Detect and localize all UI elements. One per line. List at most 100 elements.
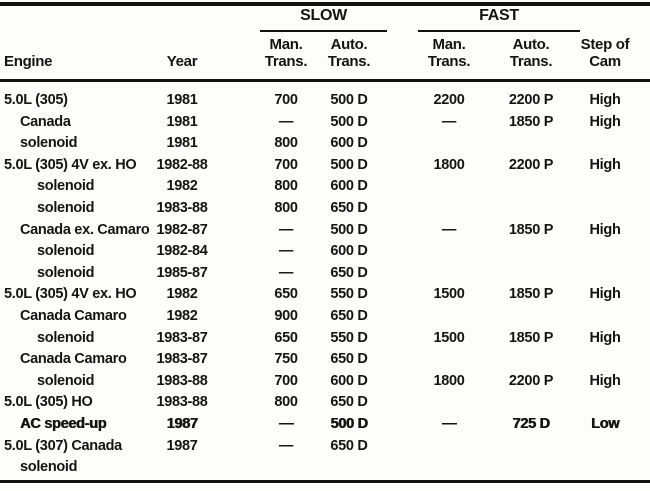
cell-fast-man: — bbox=[441, 415, 457, 432]
cell-fast-auto: 2200 P bbox=[508, 156, 554, 173]
cell-fast-auto: 2200 P bbox=[508, 92, 554, 108]
table-row: Canada ex. Camaro 1982-87 — 500 D — 1850 P Hig… bbox=[0, 220, 650, 242]
table-row: 5.0L (305) HO 1983-88 800 650 D bbox=[0, 392, 650, 414]
cell-year: 1987 bbox=[166, 415, 198, 432]
cell-slow-man: — bbox=[278, 243, 294, 260]
cell-slow-auto: 500 D bbox=[330, 221, 368, 238]
table-row: Canada 1981 — 500 D — 1850 P High bbox=[0, 112, 650, 134]
cell-engine: solenoid bbox=[37, 372, 95, 389]
table-row: AC speed-up 1987 — 500 D — 725 D Low bbox=[0, 414, 650, 436]
cell-cam: High bbox=[589, 329, 621, 346]
table-row: 5.0L (305) 4V ex. HO 1982 650 550 D 1500 1850… bbox=[0, 284, 650, 306]
cell-slow-auto: 500 D bbox=[330, 92, 368, 108]
header-line: Trans. bbox=[509, 53, 553, 70]
cell-engine: 5.0L (305) HO bbox=[4, 394, 93, 411]
table-row: solenoid 1983-87 650 550 D 1500 1850 P High bbox=[0, 328, 650, 350]
cell-year: 1983-88 bbox=[156, 372, 208, 389]
cell-engine: solenoid bbox=[37, 178, 95, 195]
header-line: Cam bbox=[589, 53, 621, 70]
cell-fast-auto: 725 D bbox=[512, 415, 550, 432]
cell-cam: High bbox=[589, 221, 621, 238]
cell-slow-man: 800 bbox=[274, 394, 298, 411]
cell-slow-man: 650 bbox=[274, 286, 298, 303]
cell-slow-man: 700 bbox=[274, 92, 298, 108]
cell-cam: High bbox=[589, 156, 621, 173]
cell-fast-man: 2200 bbox=[433, 92, 465, 108]
cell-year: 1983-87 bbox=[156, 329, 208, 346]
cell-engine: solenoid bbox=[37, 264, 95, 281]
fast-group-rule bbox=[418, 30, 580, 32]
cell-slow-man: 800 bbox=[274, 199, 298, 216]
cell-slow-auto: 650 D bbox=[330, 307, 368, 324]
cell-year: 1981 bbox=[166, 113, 198, 130]
cell-year: 1982 bbox=[166, 286, 198, 303]
cell-fast-auto: 1850 P bbox=[508, 329, 554, 346]
header-engine: Engine bbox=[4, 53, 53, 70]
cell-fast-auto: 1850 P bbox=[508, 221, 554, 238]
cell-slow-man: 650 bbox=[274, 329, 298, 346]
cell-cam: High bbox=[589, 286, 621, 303]
cell-engine: solenoid bbox=[37, 243, 95, 260]
header-step-of-cam: Step of Cam bbox=[572, 36, 638, 70]
cell-slow-auto: 550 D bbox=[330, 329, 368, 346]
cell-slow-auto: 550 D bbox=[330, 286, 368, 303]
cell-slow-man: 750 bbox=[274, 351, 298, 368]
table-row: 5.0L (307) Canada 1987 — 650 D bbox=[0, 436, 650, 458]
cell-engine: solenoid bbox=[20, 459, 78, 476]
cell-engine: AC speed-up bbox=[20, 415, 107, 432]
header-slow-auto-trans: Auto. Trans. bbox=[314, 36, 384, 70]
table-row: solenoid 1982-84 — 600 D bbox=[0, 241, 650, 263]
header-line: Auto. bbox=[330, 36, 368, 53]
cell-slow-man: — bbox=[278, 221, 294, 238]
cell-slow-man: 800 bbox=[274, 135, 298, 152]
cell-fast-auto: 1850 P bbox=[508, 113, 554, 130]
cell-year: 1982 bbox=[166, 178, 198, 195]
cell-slow-man: 900 bbox=[274, 307, 298, 324]
cell-cam: Low bbox=[590, 415, 620, 432]
cell-fast-man: 1800 bbox=[433, 156, 465, 173]
cell-year: 1982-87 bbox=[156, 221, 208, 238]
table-row: solenoid 1985-87 — 650 D bbox=[0, 263, 650, 285]
cell-engine: Canada Camaro bbox=[20, 351, 127, 368]
table-row: solenoid 1982 800 600 D bbox=[0, 176, 650, 198]
cell-engine: 5.0L (307) Canada bbox=[4, 437, 122, 454]
table-row: Canada Camaro 1982 900 650 D bbox=[0, 306, 650, 328]
cell-fast-man: 1800 bbox=[433, 372, 465, 389]
cell-engine: Canada ex. Camaro bbox=[20, 221, 150, 238]
cell-engine: solenoid bbox=[20, 135, 78, 152]
header-line: Step of bbox=[580, 36, 630, 53]
cell-fast-man: — bbox=[441, 221, 457, 238]
table-body: 5.0L (305) 1981 700 500 D 2200 2200 P High Cana… bbox=[0, 90, 650, 479]
cell-slow-auto: 600 D bbox=[330, 135, 368, 152]
cell-slow-auto: 500 D bbox=[330, 113, 368, 130]
cell-slow-auto: 500 D bbox=[330, 156, 368, 173]
cell-slow-auto: 650 D bbox=[330, 351, 368, 368]
cell-slow-auto: 650 D bbox=[330, 394, 368, 411]
cell-slow-auto: 600 D bbox=[330, 372, 368, 389]
cell-engine: Canada Camaro bbox=[20, 307, 127, 324]
cell-slow-auto: 650 D bbox=[330, 264, 368, 281]
cell-year: 1985-87 bbox=[156, 264, 208, 281]
table-row: 5.0L (305) 1981 700 500 D 2200 2200 P High bbox=[0, 90, 650, 112]
cell-slow-auto: 600 D bbox=[330, 243, 368, 260]
table-row: solenoid 1983-88 800 650 D bbox=[0, 198, 650, 220]
table-row: solenoid 1981 800 600 D bbox=[0, 133, 650, 155]
cell-slow-man: 700 bbox=[274, 156, 298, 173]
cell-slow-man: 800 bbox=[274, 178, 298, 195]
cell-year: 1983-88 bbox=[156, 199, 208, 216]
header-fast-auto-trans: Auto. Trans. bbox=[494, 36, 568, 70]
table-row: Canada Camaro 1983-87 750 650 D bbox=[0, 349, 650, 371]
cell-engine: 5.0L (305) bbox=[4, 92, 68, 108]
cell-year: 1981 bbox=[166, 92, 198, 108]
cell-cam: High bbox=[589, 92, 621, 108]
cell-slow-auto: 650 D bbox=[330, 437, 368, 454]
cell-slow-auto: 500 D bbox=[330, 415, 368, 432]
cell-year: 1981 bbox=[166, 135, 198, 152]
cell-cam: High bbox=[589, 372, 621, 389]
header-line: Trans. bbox=[327, 53, 371, 70]
cell-year: 1982-84 bbox=[156, 243, 208, 260]
table-row: solenoid 1983-88 700 600 D 1800 2200 P High bbox=[0, 371, 650, 393]
cell-fast-man: 1500 bbox=[433, 286, 465, 303]
cell-engine: 5.0L (305) 4V ex. HO bbox=[4, 286, 137, 303]
top-rule bbox=[0, 2, 650, 6]
